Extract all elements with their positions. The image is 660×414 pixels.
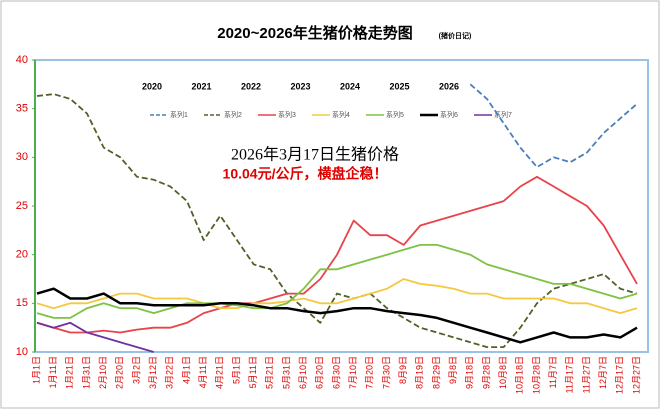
- y-tick-label: 20: [16, 249, 28, 261]
- y-tick-label: 30: [16, 151, 28, 163]
- x-tick-label: 3月2日: [131, 356, 141, 384]
- x-tick-label: 1月31日: [81, 356, 91, 389]
- x-tick-label: 10月8日: [498, 356, 508, 389]
- legend-label: 系列7: [494, 110, 512, 119]
- series-line: [36, 93, 638, 348]
- year-label: 2026: [439, 81, 459, 91]
- x-tick-label: 7月20日: [365, 356, 375, 389]
- x-tick-label: 10月18日: [515, 356, 525, 394]
- chart-title: 2020~2026年生猪价格走势图: [217, 24, 413, 42]
- y-tick-label: 35: [16, 103, 28, 115]
- legend-label: 系列2: [224, 110, 242, 119]
- x-tick-label: 7月30日: [381, 356, 391, 389]
- year-label: 2022: [241, 81, 261, 91]
- x-tick-label: 6月10日: [298, 356, 308, 389]
- chart-subtitle: (猪价日记): [439, 31, 472, 40]
- x-tick-label: 11月27日: [581, 356, 591, 393]
- series-line: [36, 244, 638, 319]
- x-tick-label: 4月21日: [215, 356, 225, 389]
- x-tick-label: 5月31日: [281, 356, 291, 389]
- x-tick-label: 8月9日: [398, 356, 408, 384]
- x-tick-label: 2月10日: [98, 356, 108, 389]
- x-tick-label: 12月17日: [615, 356, 625, 394]
- x-tick-label: 7月10日: [348, 356, 358, 389]
- year-label: 2025: [389, 81, 409, 91]
- series-line: [36, 321, 154, 353]
- legend-label: 系列4: [332, 110, 350, 119]
- x-tick-label: 5月11日: [248, 356, 258, 388]
- x-tick-label: 1月1日: [31, 356, 41, 384]
- x-tick-label: 9月28日: [481, 356, 491, 389]
- year-label: 2024: [340, 81, 360, 91]
- x-tick-label: 3月22日: [165, 356, 175, 389]
- series-line: [36, 278, 638, 314]
- x-tick-label: 6月20日: [315, 356, 325, 389]
- x-tick-label: 3月12日: [148, 356, 158, 389]
- year-label: 2020: [142, 81, 162, 91]
- legend-label: 系列3: [278, 110, 296, 119]
- legend-label: 系列5: [386, 110, 404, 119]
- x-tick-label: 4月1日: [181, 356, 191, 384]
- x-tick-label: 12月7日: [598, 356, 608, 389]
- x-tick-label: 8月29日: [431, 356, 441, 389]
- y-tick-label: 10: [16, 346, 28, 358]
- x-tick-label: 12月27日: [631, 356, 641, 394]
- x-tick-label: 4月11日: [198, 356, 208, 388]
- y-tick-label: 15: [16, 297, 28, 309]
- x-tick-label: 6月30日: [331, 356, 341, 389]
- series-line: [36, 287, 638, 344]
- x-tick-label: 5月21日: [265, 356, 275, 389]
- series-line: [469, 83, 638, 168]
- x-tick-label: 11月17日: [565, 356, 575, 393]
- annotation: 2026年3月17日生猪价格: [231, 146, 399, 164]
- x-tick-label: 10月28日: [531, 356, 541, 394]
- x-tick-label: 9月18日: [465, 356, 475, 389]
- legend-label: 系列6: [440, 110, 458, 119]
- year-label: 2021: [191, 81, 211, 91]
- x-tick-label: 2月20日: [115, 356, 125, 389]
- annotation: 10.04元/公斤，横盘企稳！: [223, 166, 388, 182]
- x-tick-label: 1月11日: [48, 356, 58, 388]
- y-tick-label: 40: [16, 54, 28, 66]
- x-tick-label: 8月19日: [415, 356, 425, 389]
- x-tick-label: 5月1日: [231, 356, 241, 384]
- y-tick-label: 25: [16, 200, 28, 212]
- series-line: [36, 175, 638, 334]
- legend-label: 系列1: [170, 110, 188, 119]
- x-tick-label: 9月8日: [448, 356, 458, 384]
- x-tick-label: 11月7日: [548, 356, 558, 388]
- x-tick-label: 1月21日: [65, 356, 75, 389]
- year-label: 2023: [290, 81, 310, 91]
